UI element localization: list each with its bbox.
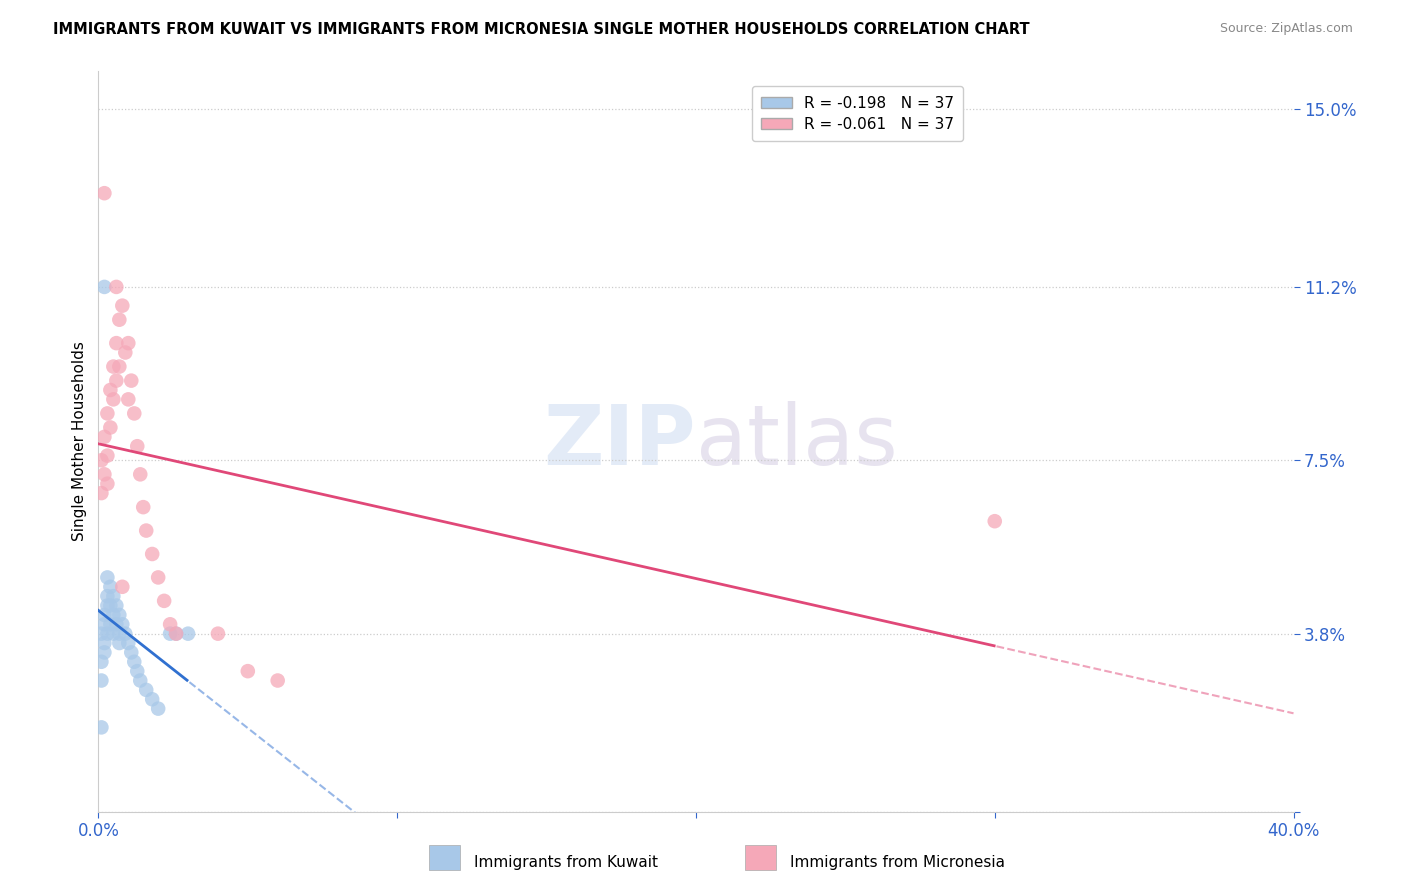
Point [93,186,115,201]
Point [103,607,125,622]
Point [165,626,187,640]
Point [90,655,112,669]
FancyBboxPatch shape [429,845,460,870]
Point [141,692,163,706]
Point [98,383,122,397]
Point [111,299,134,313]
Point [127,439,149,453]
Point [96,570,118,584]
Point [117,636,139,650]
Point [120,645,142,659]
Point [114,345,136,359]
Point [111,617,134,632]
Point [127,664,149,678]
Point [105,617,128,632]
Point [96,449,118,463]
FancyBboxPatch shape [745,845,776,870]
Point [93,430,115,444]
Point [141,547,163,561]
Point [207,626,229,640]
Point [267,673,290,688]
Point [105,280,128,294]
Point [105,336,128,351]
Point [98,580,122,594]
Point [120,374,142,388]
Point [93,467,115,482]
Point [135,682,157,697]
Point [153,594,176,608]
Text: Immigrants from Micronesia: Immigrants from Micronesia [790,855,1005,870]
Point [93,636,115,650]
Point [105,374,128,388]
Text: ZIP: ZIP [544,401,696,482]
Text: atlas: atlas [696,401,897,482]
Point [90,626,112,640]
Point [108,312,131,326]
Legend: R = -0.198   N = 37, R = -0.061   N = 37: R = -0.198 N = 37, R = -0.061 N = 37 [752,87,963,141]
Point [159,617,181,632]
Point [124,406,146,420]
Point [90,486,112,500]
Point [93,645,115,659]
Point [108,636,131,650]
Point [93,617,115,632]
Point [90,673,112,688]
Point [103,359,125,374]
Point [148,701,170,715]
Point [108,359,131,374]
Point [93,607,115,622]
Point [111,580,134,594]
Point [96,626,118,640]
Point [90,453,112,467]
Point [108,607,131,622]
Point [117,392,139,407]
Point [159,626,181,640]
Point [96,406,118,420]
Point [117,336,139,351]
Point [90,720,112,734]
Y-axis label: Single Mother Households: Single Mother Households [72,342,87,541]
Point [98,617,122,632]
Point [236,664,259,678]
Point [129,673,152,688]
Point [96,589,118,603]
Point [105,599,128,613]
Point [124,655,146,669]
Text: IMMIGRANTS FROM KUWAIT VS IMMIGRANTS FROM MICRONESIA SINGLE MOTHER HOUSEHOLDS CO: IMMIGRANTS FROM KUWAIT VS IMMIGRANTS FRO… [53,22,1031,37]
Text: Source: ZipAtlas.com: Source: ZipAtlas.com [1219,22,1353,36]
Point [108,626,131,640]
Point [103,392,125,407]
Point [96,599,118,613]
Point [984,514,1007,528]
Text: Immigrants from Kuwait: Immigrants from Kuwait [474,855,658,870]
Point [93,280,115,294]
Point [132,500,155,515]
Point [135,524,157,538]
Point [177,626,200,640]
Point [98,599,122,613]
Point [103,589,125,603]
Point [129,467,152,482]
Point [98,420,122,434]
Point [148,570,170,584]
Point [96,476,118,491]
Point [165,626,187,640]
Point [103,626,125,640]
Point [114,626,136,640]
